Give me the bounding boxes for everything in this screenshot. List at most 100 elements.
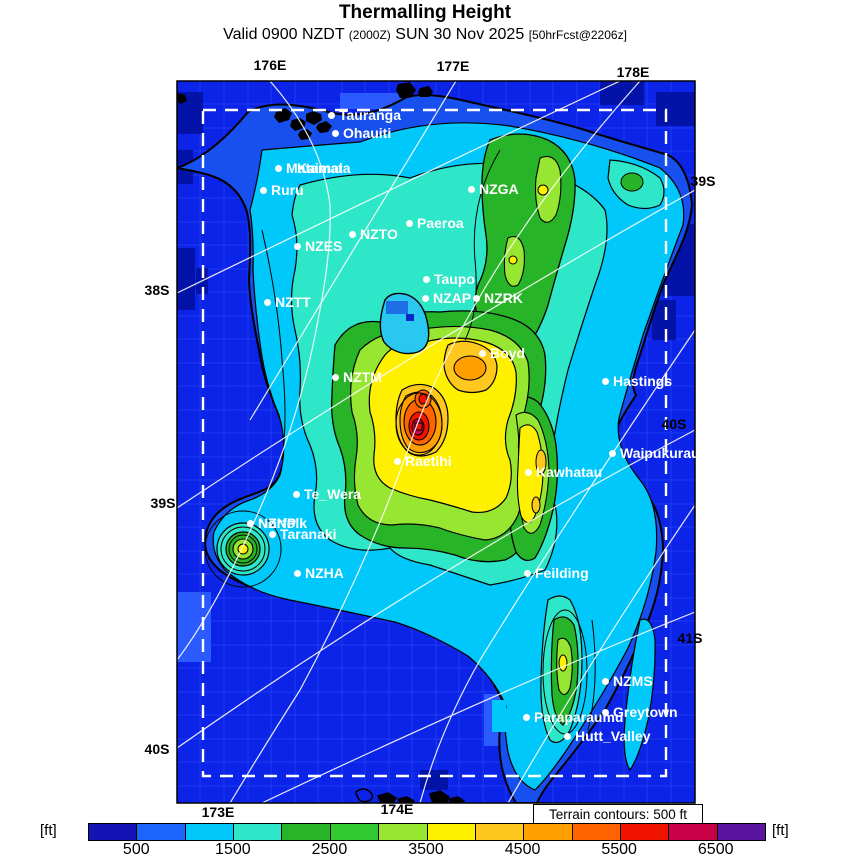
geo-label-41s: 41S — [677, 630, 703, 646]
colorbar-segment — [137, 824, 186, 840]
place-name: Tauranga — [339, 107, 401, 123]
colorbar-tick-500: 500 — [122, 841, 150, 858]
unit-label-left: [ft] — [40, 822, 57, 839]
domain-boundary-dashed — [201, 108, 668, 778]
place-name: NZMS — [613, 673, 653, 689]
colorbar-tick-1500: 1500 — [215, 841, 251, 858]
colorbar-segment — [330, 824, 380, 840]
place-name: Matamata — [286, 160, 351, 176]
place-dot — [564, 732, 571, 740]
valid-time-subtitle: Valid 0900 NZDT (2000Z) SUN 30 Nov 2025 … — [0, 26, 850, 44]
contour-yellow-ne-spot — [537, 184, 549, 196]
contour-orangeyellow-kawhatau — [535, 449, 547, 475]
place-dot — [473, 294, 480, 302]
geo-label-174e: 174E — [380, 801, 414, 817]
place-dot — [609, 449, 616, 457]
place-name: Waipukurau — [620, 445, 700, 461]
place-name: Raetihi — [405, 453, 452, 469]
place-name: NZNP — [258, 515, 297, 531]
geo-label-177e: 177E — [436, 58, 470, 74]
place-name: Hutt_Valley — [575, 728, 651, 744]
place-dot — [294, 569, 301, 577]
place-name: Ohauiti — [343, 125, 392, 141]
place-label-nzrk: NZRK — [473, 290, 523, 306]
place-name: Greytown — [613, 704, 678, 720]
place-label-nzto: NZTO — [349, 226, 398, 242]
contour-cyan-east — [623, 618, 656, 771]
place-dot — [349, 230, 356, 238]
place-dot — [523, 713, 530, 721]
place-dot — [332, 373, 339, 381]
place-dot — [328, 111, 335, 119]
terrain-contours-note: Terrain contours: 500 ft — [533, 804, 703, 825]
place-label-ohauiti: Ohauiti — [332, 125, 391, 141]
place-label-boyd: Boyd — [479, 345, 525, 361]
geo-label-40s: 40S — [144, 741, 170, 757]
place-name: NZTO — [360, 226, 398, 242]
geo-label-39s: 39S — [150, 495, 176, 511]
forecast-run: [50hrFcst@2206z] — [528, 28, 627, 42]
colorbar-segment — [89, 824, 138, 840]
place-name: NZHA — [305, 565, 344, 581]
colorbar-tick-6500: 6500 — [697, 841, 734, 858]
geo-label-40s: 40S — [661, 416, 687, 432]
place-name: NZGA — [479, 181, 519, 197]
colorbar-tick-5500: 5500 — [601, 841, 637, 858]
page-title: Thermalling Height — [338, 2, 512, 23]
place-label-taranaki: Taranaki — [269, 526, 337, 542]
place-name: Te_Wera — [304, 486, 362, 502]
place-dot — [525, 468, 532, 476]
place-label-nzms: NZMS — [602, 673, 653, 689]
place-label-nzha: NZHA — [294, 565, 344, 581]
place-dot — [293, 490, 300, 498]
place-label-tauranga: Tauranga — [328, 107, 401, 123]
contour-yellow-tararua — [558, 654, 568, 672]
colorbar-segment — [524, 824, 573, 840]
contour-green-gisborne — [620, 172, 644, 192]
place-dot — [294, 242, 301, 250]
geo-label-178e: 178E — [616, 64, 650, 80]
place-label-nznp: NZNP — [247, 515, 296, 531]
place-name: NZES — [305, 238, 343, 254]
colorbar-tick-4500: 4500 — [504, 841, 541, 858]
place-label-te_wera: Te_Wera — [293, 486, 361, 502]
place-name: Feilding — [535, 565, 589, 581]
place-name: Kaimai — [297, 160, 343, 176]
place-dot — [524, 569, 531, 577]
place-label-paraparaumu: Paraparaumu — [523, 709, 623, 725]
place-label-hutt_valley: Hutt_Valley — [564, 728, 650, 744]
lake-taupo-blue-pixel — [386, 301, 408, 314]
place-label-paeroa: Paeroa — [406, 215, 464, 231]
place-dot — [406, 219, 413, 227]
place-name: Kawhatau — [536, 464, 603, 480]
south-island-fragments — [355, 788, 465, 803]
valid-time: Valid 0900 NZDT — [223, 26, 345, 43]
place-dot — [247, 519, 254, 527]
place-label-waipukurau: Waipukurau — [609, 445, 700, 461]
place-dot — [423, 275, 430, 283]
place-label-norfolk: Norfolk — [258, 515, 307, 531]
place-label-feilding: Feilding — [524, 565, 589, 581]
place-label-hastings: Hastings — [602, 373, 672, 389]
geo-label-39s: 39S — [690, 173, 716, 189]
colorbar-tick-3500: 3500 — [408, 841, 444, 858]
unit-label-right: [ft] — [772, 822, 789, 839]
colorbar-segment — [475, 824, 525, 840]
colorbar-segment — [234, 824, 283, 840]
place-name: Paraparaumu — [534, 709, 624, 725]
geo-label-176e: 176E — [253, 57, 287, 73]
colorbar-segment — [717, 824, 766, 840]
cyan-coastal-pixels — [492, 700, 506, 732]
colorbar-segment — [185, 824, 235, 840]
colorbar — [88, 823, 766, 841]
place-dot — [394, 457, 401, 465]
lake-taupo-dark-pixel — [406, 314, 414, 321]
map-border — [176, 80, 696, 804]
place-name: Taupo — [434, 271, 475, 287]
place-label-nztt: NZTT — [264, 294, 311, 310]
place-dot — [479, 349, 486, 357]
place-dot — [260, 186, 267, 194]
colorbar-segment — [620, 824, 670, 840]
place-dot — [602, 377, 609, 385]
